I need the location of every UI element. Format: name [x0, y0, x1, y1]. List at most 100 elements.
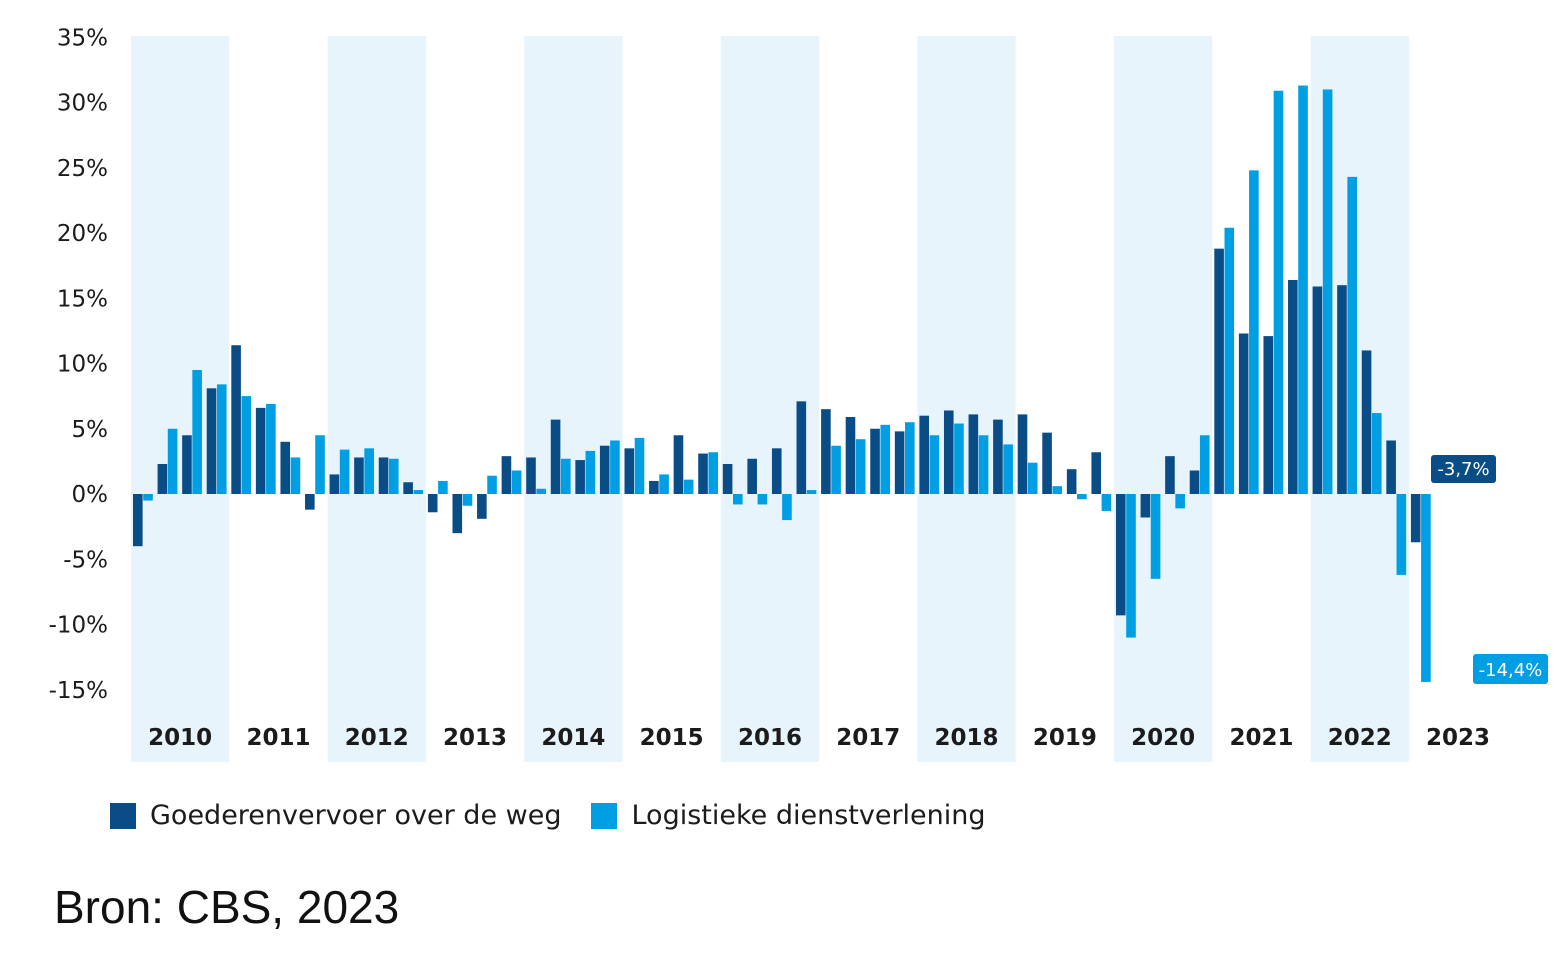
bar-goederenvervoer — [133, 494, 143, 547]
x-tick-label: 2012 — [345, 725, 409, 751]
x-tick-label: 2013 — [443, 725, 507, 751]
bar-logistiek — [659, 474, 669, 494]
bar-goederenvervoer — [1189, 470, 1200, 494]
x-tick-label: 2010 — [148, 725, 212, 751]
bar-logistiek — [339, 449, 350, 494]
bar-goederenvervoer — [599, 445, 610, 494]
bar-goederenvervoer — [1238, 333, 1249, 494]
bar-logistiek — [954, 423, 964, 494]
bar-goederenvervoer — [329, 474, 340, 494]
year-band-2016 — [720, 36, 820, 762]
bar-goederenvervoer — [1140, 494, 1151, 518]
y-tick-label: 20% — [57, 221, 108, 247]
y-tick-label: 25% — [57, 156, 108, 182]
bar-logistiek — [855, 439, 866, 494]
bar-logistiek — [413, 490, 424, 494]
bar-goederenvervoer — [550, 419, 561, 494]
bar-goederenvervoer — [624, 448, 635, 494]
bar-logistiek — [733, 494, 743, 505]
year-band-2020 — [1114, 36, 1213, 762]
legend-swatch-dark-icon — [110, 802, 136, 829]
bar-logistiek — [1126, 494, 1136, 638]
y-tick-label: -5% — [63, 547, 108, 573]
bar-goederenvervoer — [1263, 336, 1274, 494]
bar-logistiek — [610, 440, 620, 494]
bar-goederenvervoer — [943, 410, 954, 494]
bar-logistiek — [683, 479, 694, 494]
bar-logistiek — [241, 396, 252, 494]
bar-goederenvervoer — [796, 401, 807, 494]
x-tick-label: 2014 — [541, 725, 605, 751]
bar-logistiek — [978, 435, 989, 494]
bar-goederenvervoer — [747, 458, 757, 494]
bar-goederenvervoer — [894, 431, 905, 494]
x-tick-label: 2018 — [935, 725, 999, 751]
bar-goederenvervoer — [427, 494, 438, 513]
bar-goederenvervoer — [993, 419, 1003, 494]
bar-goederenvervoer — [206, 388, 217, 494]
y-tick-label: 35% — [57, 25, 108, 51]
year-band-2014 — [524, 36, 623, 762]
callout-goederenvervoer-label: -3,7% — [1437, 459, 1489, 480]
y-tick-label: -10% — [49, 613, 108, 639]
bar-logistiek — [1175, 494, 1185, 509]
bar-goederenvervoer — [919, 415, 929, 494]
x-tick-label: 2019 — [1033, 725, 1097, 751]
bar-goederenvervoer — [378, 457, 389, 494]
x-tick-label: 2011 — [246, 725, 310, 751]
bar-logistiek — [438, 480, 448, 494]
bar-goederenvervoer — [1165, 456, 1175, 494]
bar-logistiek — [585, 450, 596, 494]
bar-logistiek — [1347, 176, 1357, 494]
y-tick-label: 0% — [72, 482, 109, 508]
bar-logistiek — [1003, 444, 1013, 494]
y-tick-label: 5% — [72, 417, 109, 443]
bar-logistiek — [536, 488, 546, 494]
bar-logistiek — [364, 448, 374, 494]
bar-logistiek — [1199, 435, 1210, 494]
bar-logistiek — [487, 475, 497, 494]
bar-logistiek — [1150, 494, 1161, 579]
bar-logistiek — [634, 437, 645, 494]
bar-goederenvervoer — [649, 480, 659, 494]
chart-svg: 35% 30% 25% 20% 15% 10% 5% 0% -5% -10% -15% 2010 201… — [49, 25, 1548, 762]
bar-goederenvervoer — [354, 457, 364, 494]
bar-logistiek — [1101, 494, 1112, 511]
bar-goederenvervoer — [526, 457, 536, 494]
bar-logistiek — [806, 490, 817, 494]
bar-logistiek — [1077, 494, 1087, 500]
bar-logistiek — [1052, 486, 1063, 494]
bar-goederenvervoer — [1042, 432, 1052, 494]
x-tick-label: 2023 — [1426, 725, 1490, 751]
bar-logistiek — [757, 494, 768, 505]
legend-swatch-light-icon — [591, 802, 618, 829]
bar-goederenvervoer — [968, 414, 979, 494]
bar-logistiek — [880, 424, 891, 494]
bar-goederenvervoer — [1091, 452, 1102, 494]
legend-label-logistiek: Logistieke dienstverlening — [631, 800, 986, 831]
chart: 35% 30% 25% 20% 15% 10% 5% 0% -5% -10% -15% 2010 201… — [49, 25, 1548, 762]
bar-logistiek — [290, 457, 301, 494]
x-tick-label: 2015 — [640, 725, 704, 751]
bar-goederenvervoer — [771, 448, 782, 494]
bar-logistiek — [167, 428, 178, 494]
x-tick-label: 2022 — [1328, 725, 1392, 751]
callout-goederenvervoer-box — [1431, 455, 1496, 483]
bar-goederenvervoer — [157, 463, 168, 494]
y-tick-label: -15% — [49, 678, 108, 704]
bar-logistiek — [929, 435, 940, 494]
bar-logistiek — [216, 384, 227, 494]
x-tick-label: 2020 — [1131, 725, 1195, 751]
bar-logistiek — [511, 470, 522, 494]
bar-logistiek — [1249, 170, 1259, 495]
year-band-2018 — [917, 36, 1016, 762]
legend-item-logistiek: Logistieke dienstverlening — [591, 800, 986, 831]
legend-label-goederenvervoer: Goederenvervoer over de weg — [150, 800, 562, 831]
x-tick-label: 2016 — [738, 725, 802, 751]
legend: Goederenvervoer over de weg Logistieke d… — [110, 800, 1016, 831]
bar-logistiek — [1273, 90, 1284, 494]
bar-goederenvervoer — [255, 407, 266, 494]
y-tick-label: 15% — [57, 286, 108, 312]
y-tick-label: 10% — [57, 352, 108, 378]
bar-goederenvervoer — [477, 494, 487, 519]
